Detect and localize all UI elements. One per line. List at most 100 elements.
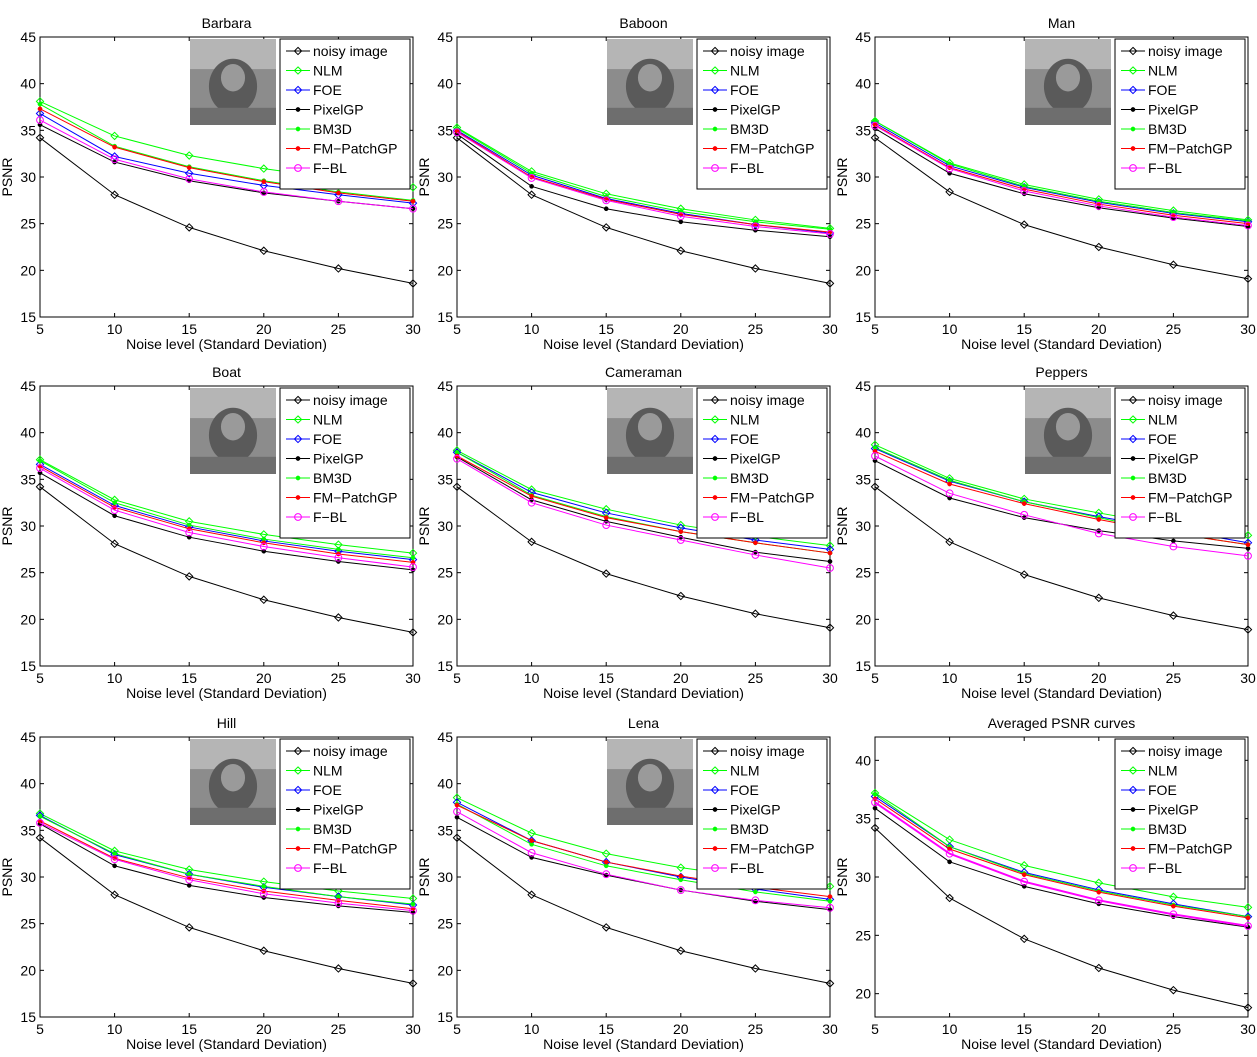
x-tick-label: 10 xyxy=(942,321,958,337)
x-axis-label: Noise level (Standard Deviation) xyxy=(126,1036,327,1052)
data-point xyxy=(1094,202,1103,210)
data-point xyxy=(1243,912,1253,921)
data-point xyxy=(110,190,119,200)
series-f-bl xyxy=(36,818,417,915)
y-tick-label: 35 xyxy=(855,811,871,827)
x-tick-label: 25 xyxy=(331,670,347,686)
data-point xyxy=(529,838,534,843)
data-point xyxy=(454,802,460,808)
data-point xyxy=(527,848,536,857)
data-point xyxy=(826,903,834,912)
y-axis-label: PSNR xyxy=(834,158,850,197)
data-point xyxy=(1020,510,1029,519)
data-point xyxy=(112,144,117,150)
series-line xyxy=(456,455,831,554)
series-line xyxy=(456,133,831,238)
data-point xyxy=(825,882,835,891)
data-point xyxy=(184,572,194,581)
data-point xyxy=(409,563,417,571)
data-point xyxy=(945,187,954,197)
x-axis-label: Noise level (Standard Deviation) xyxy=(126,336,327,352)
y-tick-label: 25 xyxy=(20,565,36,581)
data-point xyxy=(870,482,880,492)
legend-marker xyxy=(1128,85,1138,95)
data-point xyxy=(336,190,341,196)
series-line xyxy=(456,137,831,284)
legend-label: FOE xyxy=(313,431,342,447)
series-line xyxy=(456,486,831,629)
legend-marker xyxy=(710,85,720,95)
legend-marker xyxy=(293,434,303,444)
data-point xyxy=(945,893,954,903)
data-point xyxy=(334,613,343,622)
legend-label: F−BL xyxy=(730,509,764,525)
legend-marker xyxy=(1130,846,1136,851)
legend-label: F−BL xyxy=(313,860,347,876)
y-tick-label: 30 xyxy=(855,518,871,534)
series-noisy-image xyxy=(870,482,1253,634)
data-point xyxy=(871,452,879,460)
legend-marker xyxy=(712,826,718,832)
data-point xyxy=(37,458,43,464)
legend-marker xyxy=(293,85,303,95)
chart-title: Hill xyxy=(217,715,236,731)
series-line xyxy=(39,823,414,913)
series-line xyxy=(874,792,1249,908)
data-point xyxy=(1171,538,1176,544)
data-point xyxy=(751,551,760,559)
series-bm3d xyxy=(37,458,416,561)
y-tick-label: 40 xyxy=(855,752,871,768)
y-tick-label: 15 xyxy=(20,1009,36,1025)
y-axis-label: PSNR xyxy=(0,507,15,546)
x-tick-label: 10 xyxy=(107,1021,123,1037)
legend-label: PixelGP xyxy=(1148,802,1199,818)
x-tick-label: 20 xyxy=(1091,1021,1107,1037)
data-point xyxy=(1094,529,1103,538)
legend-label: FM−PatchGP xyxy=(730,141,814,157)
y-tick-label: 25 xyxy=(855,565,871,581)
legend-label: FM−PatchGP xyxy=(1148,841,1232,857)
data-point xyxy=(184,923,194,932)
data-point xyxy=(527,174,536,182)
data-point xyxy=(185,875,194,884)
data-point xyxy=(676,536,685,544)
data-point xyxy=(945,164,954,173)
legend-label: FM−PatchGP xyxy=(313,490,397,506)
x-tick-label: 10 xyxy=(942,1021,958,1037)
data-point xyxy=(1243,625,1253,634)
y-tick-label: 45 xyxy=(437,378,453,394)
y-tick-label: 45 xyxy=(437,29,453,45)
series-noisy-image xyxy=(870,823,1253,1012)
chart-1: Barbara 5 10 15 20 25 30 15 20 25 30 35 40 45 Noise le… xyxy=(0,15,421,352)
legend-marker xyxy=(293,395,303,405)
data-point xyxy=(947,481,952,487)
data-point xyxy=(1096,517,1102,522)
y-axis-label: PSNR xyxy=(416,507,432,546)
legend-marker xyxy=(1128,785,1138,795)
legend-marker xyxy=(293,785,303,795)
series-line xyxy=(39,472,414,571)
chart-4: Boat 5 10 15 20 25 30 15 20 25 30 35 40 45 Noise level… xyxy=(0,364,421,701)
legend-label: FM−PatchGP xyxy=(730,490,814,506)
legend-label: NLM xyxy=(730,63,760,79)
data-point xyxy=(827,550,833,556)
series-f-bl xyxy=(871,452,1252,560)
legend-marker xyxy=(1128,766,1138,775)
series-line xyxy=(39,459,414,554)
legend-marker xyxy=(1128,434,1138,444)
data-point xyxy=(751,609,760,619)
legend-marker xyxy=(1130,456,1136,461)
data-point xyxy=(408,979,418,988)
data-point xyxy=(112,500,117,506)
data-point xyxy=(110,539,119,549)
series-line xyxy=(39,103,414,201)
y-tick-label: 45 xyxy=(437,729,453,745)
x-tick-label: 25 xyxy=(331,1021,347,1037)
baboon-photo-ground xyxy=(607,107,693,125)
y-tick-label: 35 xyxy=(20,822,36,838)
legend-label: BM3D xyxy=(730,821,769,837)
x-axis-label: Noise level (Standard Deviation) xyxy=(961,685,1162,701)
data-point xyxy=(871,798,879,807)
legend: noisy image NLM FOE PixelGP BM3D FM−PatchGP F−… xyxy=(1114,387,1246,539)
data-point xyxy=(676,520,686,530)
